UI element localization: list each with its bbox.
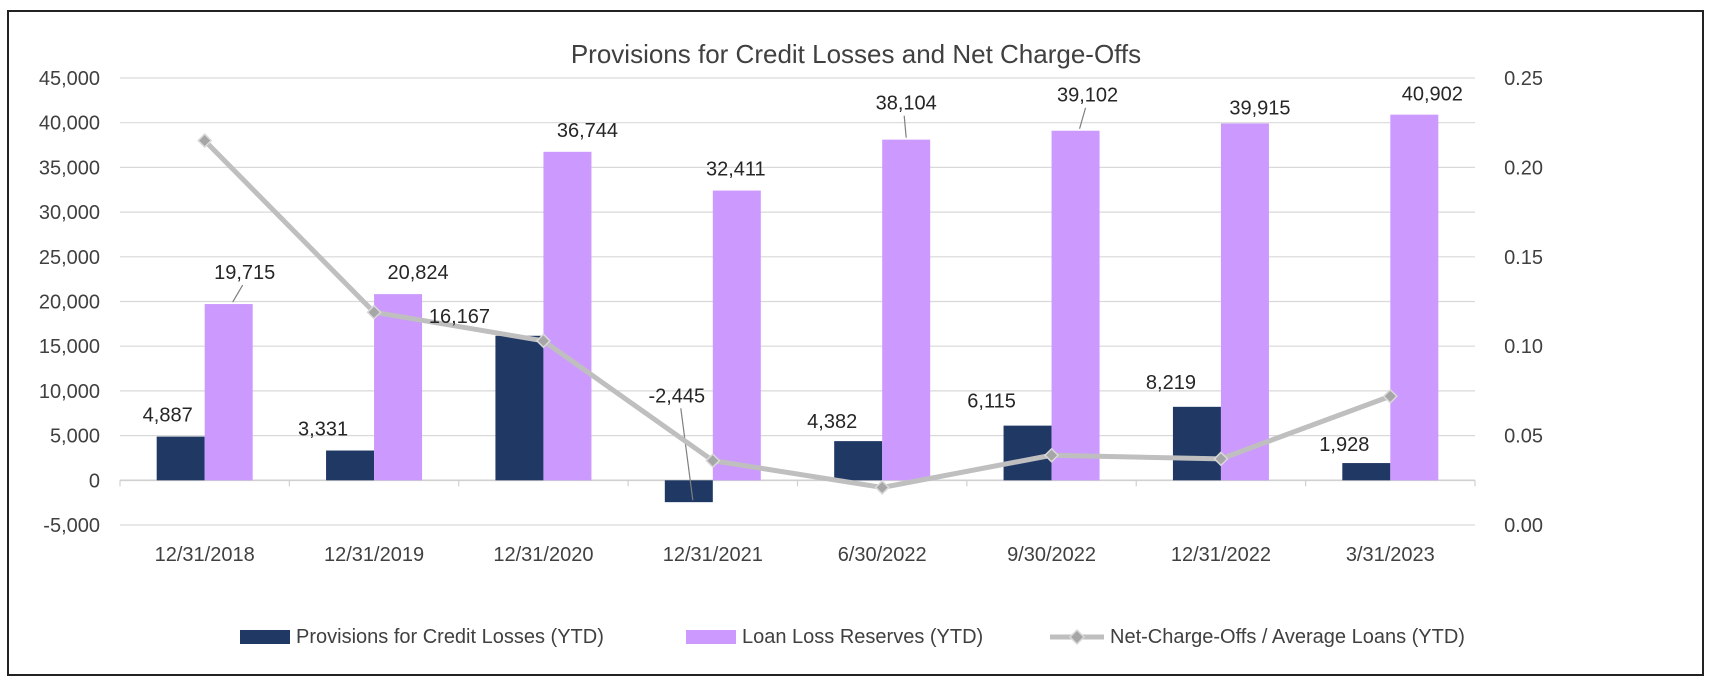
y-left-tick-label: 30,000 bbox=[39, 202, 100, 224]
reserve-data-label: 39,915 bbox=[1229, 97, 1290, 119]
label-leader bbox=[232, 284, 244, 303]
ratio-point bbox=[874, 479, 890, 496]
provision-bar bbox=[326, 450, 375, 481]
legend-label-ratio: Net-Charge-Offs / Average Loans (YTD) bbox=[1110, 626, 1465, 648]
y-right-tick-label: 0.05 bbox=[1504, 426, 1543, 448]
y-left-tick-label: 45,000 bbox=[39, 68, 100, 90]
x-tick-label: 9/30/2022 bbox=[1007, 544, 1096, 566]
y-left-tick-label: 20,000 bbox=[39, 292, 100, 314]
y-right-tick-label: 0.25 bbox=[1504, 68, 1543, 90]
y-left-tick-label: 25,000 bbox=[39, 247, 100, 269]
provision-data-label: 16,167 bbox=[429, 306, 490, 328]
reserve-data-label: 38,104 bbox=[876, 93, 937, 115]
reserve-data-label: 20,824 bbox=[387, 262, 448, 284]
gridlines bbox=[119, 77, 1476, 526]
legend-swatch-provisions bbox=[240, 630, 290, 644]
provision-data-label: 3,331 bbox=[298, 419, 348, 441]
provision-bar bbox=[1172, 406, 1221, 481]
provision-data-label: 1,928 bbox=[1319, 434, 1369, 456]
reserve-data-label: 39,102 bbox=[1057, 85, 1118, 107]
provision-data-label: 4,382 bbox=[807, 411, 857, 433]
ratio-series-line bbox=[202, 138, 1392, 490]
y-left-tick-label: 5,000 bbox=[50, 426, 100, 448]
ratio-point bbox=[1213, 451, 1229, 467]
x-tick-label: 6/30/2022 bbox=[838, 544, 927, 566]
provision-bar bbox=[1342, 463, 1391, 481]
label-leader-lines bbox=[232, 107, 1087, 501]
ratio-point bbox=[197, 133, 213, 149]
provision-bar bbox=[834, 441, 883, 481]
provision-data-label: 4,887 bbox=[143, 405, 193, 427]
reserve-data-label: 40,902 bbox=[1402, 84, 1463, 106]
reserve-data-label: 19,715 bbox=[214, 262, 275, 284]
ratio-point bbox=[705, 453, 721, 469]
legend-label-reserves: Loan Loss Reserves (YTD) bbox=[742, 626, 983, 648]
ratio-point bbox=[1382, 388, 1398, 404]
y-left-tick-label: 0 bbox=[89, 470, 100, 492]
ratio-point bbox=[535, 333, 551, 349]
reserve-bar bbox=[1051, 130, 1100, 481]
reserve-bar bbox=[374, 294, 423, 481]
reserve-bar bbox=[543, 151, 592, 481]
legend-swatch-reserves bbox=[686, 630, 736, 644]
chart-title: Provisions for Credit Losses and Net Cha… bbox=[571, 39, 1141, 69]
y-left-tick-label: 10,000 bbox=[39, 381, 100, 403]
reserve-bar bbox=[204, 304, 253, 481]
provision-bar bbox=[495, 335, 544, 481]
reserve-bar bbox=[712, 190, 761, 481]
legend-marker-ratio bbox=[1068, 628, 1086, 646]
x-tick-label: 12/31/2021 bbox=[663, 544, 763, 566]
reserve-bar bbox=[1220, 123, 1269, 481]
provision-data-label: 6,115 bbox=[967, 391, 1016, 413]
reserve-data-label: 36,744 bbox=[557, 120, 618, 142]
x-tick-label: 12/31/2018 bbox=[155, 544, 255, 566]
reserve-bar bbox=[1390, 114, 1439, 481]
y-right-tick-label: 0.20 bbox=[1504, 157, 1543, 179]
legend: Provisions for Credit Losses (YTD) Loan L… bbox=[240, 626, 1465, 648]
ratio-point bbox=[1044, 447, 1060, 463]
provision-bar bbox=[156, 436, 205, 481]
label-leader bbox=[903, 115, 907, 138]
ratio-point bbox=[366, 304, 382, 320]
provision-data-label: 8,219 bbox=[1146, 372, 1196, 394]
x-tick-label: 12/31/2020 bbox=[493, 544, 593, 566]
provision-bar bbox=[664, 480, 713, 503]
y-left-tick-label: 35,000 bbox=[39, 157, 100, 179]
y-right-tick-label: 0.00 bbox=[1504, 515, 1543, 537]
provision-data-label: -2,445 bbox=[648, 385, 705, 407]
reserve-bar bbox=[882, 139, 931, 481]
bars bbox=[156, 114, 1439, 503]
y-left-tick-label: -5,000 bbox=[43, 515, 100, 537]
reserve-data-label: 32,411 bbox=[706, 159, 766, 181]
y-right-tick-label: 0.10 bbox=[1504, 336, 1543, 358]
y-left-tick-label: 15,000 bbox=[39, 336, 100, 358]
data-labels: 4,887 3,331 16,167 -2,445 4,382 6,115 8,219 1,9… bbox=[143, 84, 1463, 456]
provision-bar bbox=[1003, 425, 1052, 481]
x-tick-label: 12/31/2022 bbox=[1171, 544, 1271, 566]
y-left-tick-label: 40,000 bbox=[39, 113, 100, 135]
x-tick-label: 12/31/2019 bbox=[324, 544, 424, 566]
axis-ticks: -5,000 0 5,000 10,000 15,000 20,000 25,000 30,0… bbox=[39, 68, 1543, 566]
x-tick-label: 3/31/2023 bbox=[1346, 544, 1435, 566]
label-leader bbox=[680, 408, 694, 501]
label-leader bbox=[1078, 107, 1087, 129]
legend-label-provisions: Provisions for Credit Losses (YTD) bbox=[296, 626, 604, 648]
ratio-line bbox=[197, 133, 1398, 496]
y-right-tick-label: 0.15 bbox=[1504, 247, 1543, 269]
